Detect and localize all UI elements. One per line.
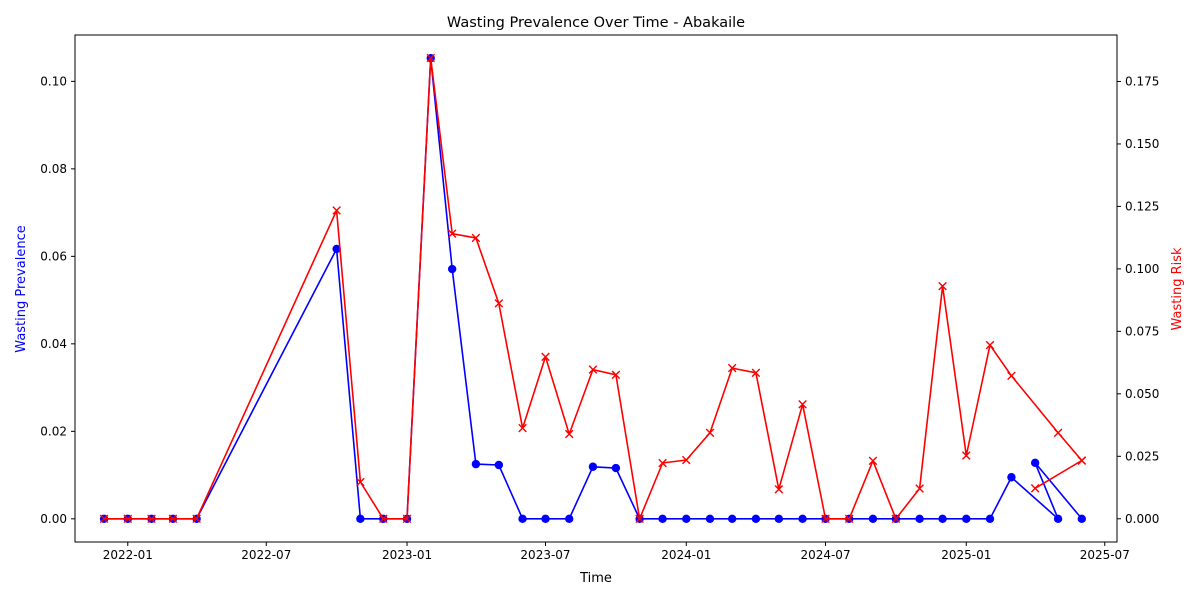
risk-point (868, 456, 878, 466)
risk-point (518, 423, 527, 433)
prevalence-point (658, 514, 667, 524)
y-right-tick-label: 0.025 (1125, 449, 1159, 463)
risk-point (379, 514, 388, 524)
risk-point (192, 514, 201, 524)
y-right-tick-label: 0.125 (1125, 199, 1159, 213)
risk-point (402, 514, 412, 524)
y-right-tick-label: 0.150 (1125, 137, 1159, 151)
y-left-tick-label: 0.10 (40, 74, 67, 88)
prevalence-line (104, 57, 1083, 520)
risk-point (99, 514, 109, 524)
y-axis-right-label: Wasting Risk (1170, 247, 1185, 331)
risk-point (844, 514, 854, 524)
prevalence-point (682, 514, 691, 524)
prevalence-point (494, 460, 504, 470)
prevalence-point (356, 514, 365, 524)
risk-point (635, 514, 644, 524)
risk-point (471, 233, 481, 243)
y-right-tick-label: 0.175 (1125, 74, 1159, 88)
y-axis-left-label: Wasting Prevalence (14, 225, 29, 352)
risk-point (332, 206, 341, 215)
x-tick-label: 2022-01 (103, 548, 153, 562)
prevalence-point (1053, 514, 1063, 524)
risk-point (915, 484, 924, 493)
prevalence-point (938, 514, 947, 524)
risk-point (681, 455, 691, 465)
prevalence-point (518, 514, 527, 524)
prevalence-point (751, 514, 761, 524)
risk-point (1007, 371, 1016, 381)
x-tick-label: 2024-07 (800, 548, 850, 562)
prevalence-point (588, 462, 598, 471)
risk-point (751, 368, 761, 378)
risk-point (564, 429, 574, 439)
risk-point (356, 477, 365, 487)
y-right-tick-label: 0.000 (1125, 512, 1159, 526)
chart-title: Wasting Prevalence Over Time - Abakaile (447, 15, 745, 31)
y-left-tick-label: 0.06 (40, 249, 67, 263)
y-left-tick-label: 0.04 (40, 337, 67, 351)
y-left-tick-label: 0.00 (40, 512, 67, 526)
y-left-tick-label: 0.08 (40, 162, 67, 176)
x-tick-label: 2023-07 (520, 548, 570, 562)
x-tick-label: 2025-01 (941, 548, 991, 562)
y-right-tick-label: 0.075 (1125, 324, 1159, 338)
plot-frame (74, 34, 1118, 543)
risk-point (168, 514, 178, 524)
prevalence-point (471, 459, 481, 469)
prevalence-point (705, 514, 715, 524)
risk-point (798, 400, 807, 409)
x-tick-label: 2025-07 (1080, 548, 1130, 562)
prevalence-point (1007, 473, 1016, 482)
risk-point (147, 514, 156, 524)
risk-point (123, 514, 133, 524)
risk-point (494, 299, 504, 308)
risk-point (727, 363, 737, 373)
risk-point (985, 340, 995, 350)
risk-point (1077, 456, 1087, 465)
x-axis-label: Time (579, 571, 612, 586)
risk-point (447, 229, 457, 238)
risk-point (541, 352, 550, 362)
risk-line (104, 57, 1083, 520)
prevalence-point (962, 514, 971, 524)
prevalence-point (1030, 458, 1040, 468)
x-tick-label: 2023-01 (382, 548, 432, 562)
prevalence-point (985, 514, 995, 524)
risk-point (961, 451, 971, 460)
y-left-tick-label: 0.02 (40, 424, 67, 438)
risk-point (1053, 428, 1063, 438)
plot-area: 2022-01 2022-07 2023-01 2023-07 2024-01 2024-… (40, 53, 1159, 562)
risk-point (426, 53, 436, 63)
prevalence-point (774, 514, 784, 524)
risk-point (821, 514, 830, 524)
prevalence-point (332, 244, 341, 254)
prevalence-point (611, 463, 621, 473)
risk-point (1030, 483, 1040, 493)
risk-point (938, 281, 947, 291)
x-tick-label: 2022-07 (241, 548, 291, 562)
risk-point (611, 370, 621, 380)
x-tick-label: 2024-01 (661, 548, 711, 562)
prevalence-point (727, 514, 737, 524)
prevalence-point (447, 264, 457, 274)
prevalence-point (1077, 514, 1087, 524)
prevalence-point (868, 514, 878, 524)
y-right-tick-label: 0.050 (1125, 387, 1159, 401)
prevalence-point (798, 514, 807, 524)
risk-point (705, 428, 715, 438)
prevalence-point (915, 514, 924, 524)
risk-point (774, 484, 784, 494)
prevalence-point (565, 514, 574, 524)
risk-point (658, 458, 667, 468)
risk-point (588, 365, 598, 374)
y-right-tick-label: 0.100 (1125, 262, 1159, 276)
risk-point (891, 514, 901, 524)
prevalence-point (541, 514, 550, 524)
